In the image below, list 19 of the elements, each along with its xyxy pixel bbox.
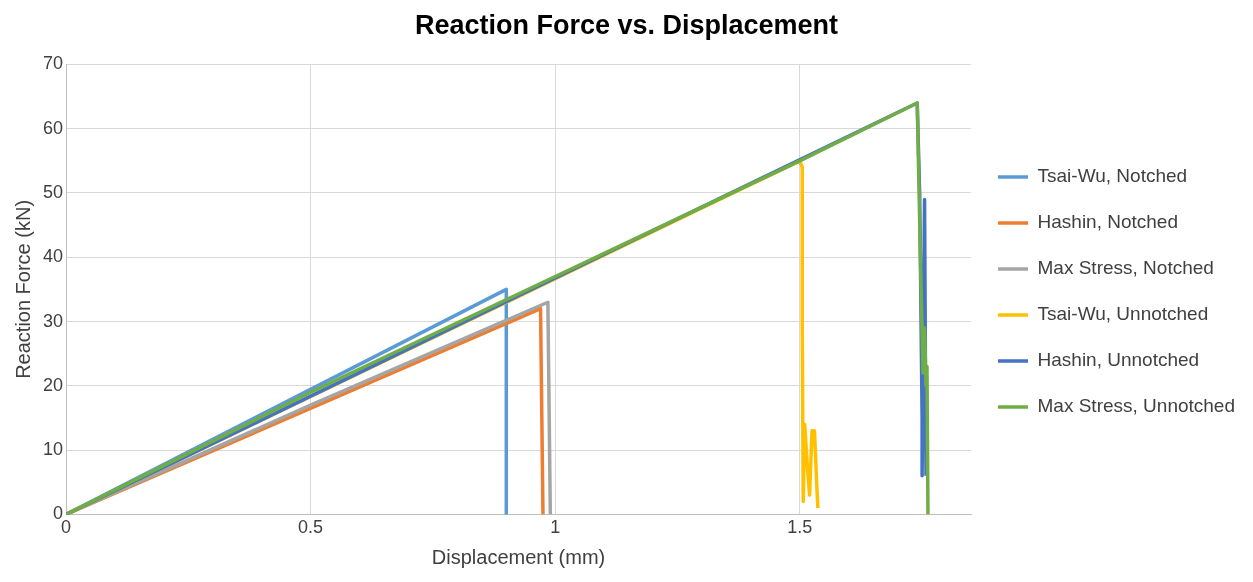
x-tick-label: 0.5 [298,517,324,538]
x-tick-label: 1.5 [787,517,813,538]
legend-label: Hashin, Unnotched [1037,349,1200,371]
y-tick-label: 60 [42,117,64,138]
y-axis-title: Reaction Force (kN) [11,199,34,379]
chart-title: Reaction Force vs. Displacement [414,9,839,40]
y-tick-label: 70 [42,53,64,74]
legend-label: Tsai-Wu, Unnotched [1037,303,1209,325]
y-tick-label: 50 [42,181,64,202]
x-axis-title: Displacement (mm) [431,545,606,568]
legend-label: Max Stress, Unnotched [1037,395,1236,417]
y-tick-label: 40 [42,246,64,267]
legend-label: Tsai-Wu, Notched [1037,165,1188,187]
legend-label: Max Stress, Notched [1037,257,1214,279]
x-tick-label: 1 [550,517,561,538]
y-tick-label: 30 [42,310,64,331]
y-tick-label: 10 [42,439,64,460]
legend-label: Hashin, Notched [1037,211,1178,233]
y-tick-label: 20 [42,374,64,395]
